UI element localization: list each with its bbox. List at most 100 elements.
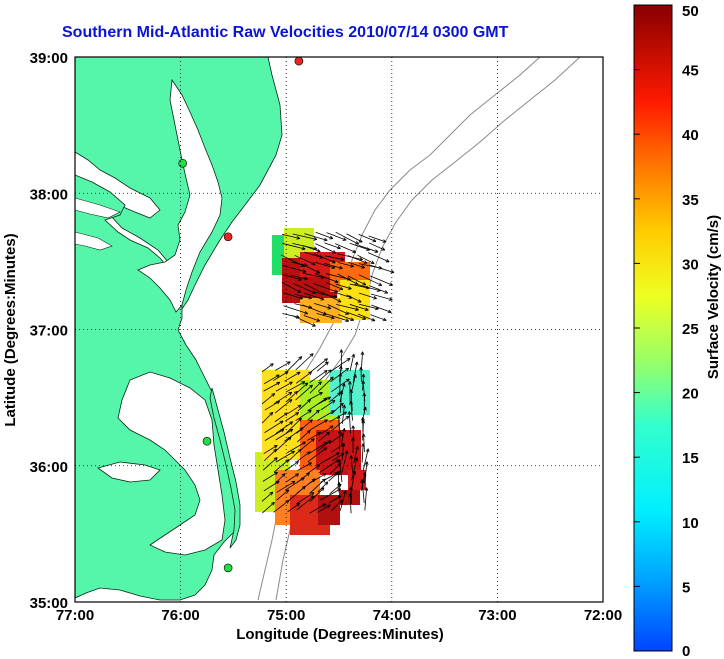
velocity-arrow — [314, 291, 338, 298]
velocity-arrow — [308, 442, 328, 455]
velocity-arrow-head — [296, 314, 300, 318]
velocity-arrow-head — [346, 311, 349, 315]
velocity-arrow-head — [375, 249, 379, 253]
velocity-arrow-head — [347, 288, 352, 290]
lon-tick-label: 73:00 — [478, 607, 516, 624]
velocity-arrow-head — [306, 430, 311, 432]
velocity-arrow — [338, 314, 354, 321]
velocity-arrow-head — [289, 436, 292, 441]
velocity-arrow — [318, 459, 340, 474]
velocity-arrow-head — [340, 365, 343, 370]
velocity-arrow — [317, 481, 329, 493]
velocity-arrow-head — [311, 478, 316, 480]
velocity-arrow — [296, 492, 315, 504]
velocity-arrow — [262, 471, 278, 482]
velocity-arrow — [282, 274, 302, 281]
velocity-arrow-head — [285, 412, 288, 417]
lon-tick-label: 72:00 — [584, 607, 622, 624]
velocity-arrow — [285, 356, 303, 373]
albemarle-sound — [97, 461, 161, 483]
velocity-arrow — [261, 393, 276, 405]
velocity-arrow-head — [277, 480, 280, 485]
velocity-arrow-head — [316, 318, 321, 322]
velocity-arrow — [341, 428, 345, 444]
velocity-arrow-head — [353, 354, 356, 358]
velocity-arrow-head — [349, 455, 352, 459]
velocity-arrow — [309, 503, 327, 514]
velocity-arrow-head — [357, 446, 359, 450]
velocity-arrow — [335, 243, 357, 253]
velocity-arrow-head — [285, 371, 289, 375]
velocity-arrow-head — [299, 296, 303, 300]
velocity-arrow-head — [328, 396, 331, 401]
velocity-arrow-head — [308, 295, 313, 299]
station-marker — [223, 232, 233, 242]
velocity-arrow-head — [332, 410, 335, 414]
velocity-arrow-head — [290, 421, 294, 426]
velocity-arrow-head — [312, 290, 316, 294]
velocity-arrow-head — [308, 419, 313, 421]
river-1 — [75, 197, 121, 219]
velocity-arrow-head — [364, 309, 369, 312]
velocity-arrow-head — [338, 298, 342, 303]
chesapeake-bay — [137, 78, 223, 313]
velocity-arrow-head — [347, 277, 351, 280]
velocity-arrow-head — [326, 481, 329, 486]
velocity-arrow-head — [362, 392, 365, 397]
velocity-arrow — [361, 479, 365, 503]
velocity-arrow-head — [366, 487, 369, 491]
velocity-arrow-head — [356, 241, 359, 245]
velocity-arrow-head — [350, 266, 354, 268]
velocity-arrow-head — [347, 450, 349, 455]
velocity-arrow — [308, 392, 323, 401]
velocity-arrow-head — [296, 461, 299, 465]
velocity-arrow-head — [371, 260, 375, 264]
lon-tick-label: 75:00 — [267, 607, 305, 624]
velocity-arrow-head — [300, 356, 303, 360]
velocity-arrow-head — [323, 473, 327, 477]
velocity-arrow-head — [344, 428, 346, 432]
velocity-arrow — [281, 233, 300, 239]
velocity-arrow-head — [338, 373, 341, 377]
velocity-arrow-head — [345, 320, 349, 323]
lon-tick-label: 77:00 — [56, 607, 94, 624]
velocity-arrow-head — [309, 384, 313, 387]
velocity-arrow — [296, 419, 313, 434]
velocity-arrow — [348, 411, 351, 434]
velocity-arrow — [313, 303, 332, 309]
velocity-arrow-head — [350, 263, 354, 267]
velocity-arrow — [264, 420, 284, 433]
velocity-arrow — [273, 371, 289, 381]
velocity-arrow-head — [356, 361, 359, 366]
velocity-arrow-head — [317, 464, 321, 468]
velocity-arrow-head — [345, 318, 350, 322]
velocity-arrow — [281, 281, 301, 293]
velocity-arrow-head — [340, 349, 344, 353]
velocity-arrow-head — [308, 399, 311, 403]
velocity-arrow — [319, 452, 340, 465]
velocity-arrow — [306, 464, 321, 475]
velocity-arrow — [286, 441, 306, 454]
velocity-arrow-head — [271, 501, 275, 504]
velocity-arrow — [339, 459, 343, 483]
velocity-arrow — [338, 415, 340, 431]
velocity-arrow — [285, 477, 305, 491]
velocity-arrow-head — [365, 407, 367, 411]
velocity-arrow-head — [312, 438, 315, 442]
velocity-arrow — [320, 400, 336, 411]
station-marker — [223, 563, 233, 573]
velocity-arrow-head — [338, 481, 342, 486]
velocity-arrow — [350, 401, 353, 421]
lat-tick-label: 37:00 — [30, 323, 68, 340]
velocity-arrow-head — [355, 446, 359, 450]
velocity-arrow-head — [327, 308, 331, 310]
plot-frame — [74, 56, 604, 603]
velocity-arrow-head — [360, 351, 363, 355]
velocity-arrow-head — [287, 459, 290, 463]
velocity-arrow-head — [305, 472, 310, 475]
velocity-arrow-head — [385, 290, 389, 294]
velocity-arrow — [309, 358, 328, 374]
velocity-arrow-head — [344, 411, 347, 416]
velocity-arrow-head — [298, 279, 302, 281]
velocity-arrow — [326, 282, 344, 290]
